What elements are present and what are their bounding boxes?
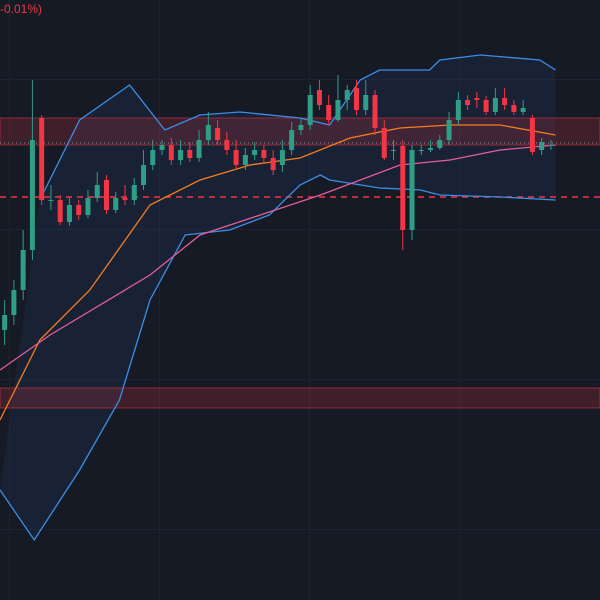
candle-body: [465, 100, 471, 105]
candle-body: [270, 158, 276, 170]
candle-body: [205, 125, 211, 140]
candle-body: [409, 150, 415, 230]
candle-body: [529, 118, 535, 152]
candle-body: [511, 105, 517, 112]
candle-body: [131, 185, 137, 200]
candle-body: [11, 290, 17, 315]
candle-body: [261, 150, 267, 158]
band-fill: [0, 55, 556, 540]
candle-body: [483, 100, 489, 112]
candle-body: [502, 98, 508, 105]
change-label: -0.01%): [0, 2, 42, 16]
candle-body: [428, 148, 434, 150]
candle-body: [215, 128, 221, 140]
candle-body: [372, 95, 378, 128]
candle-body: [76, 205, 82, 215]
candle-body: [66, 205, 72, 222]
candle-body: [548, 145, 554, 146]
candle-body: [474, 98, 480, 100]
candle-body: [57, 200, 63, 222]
candle-body: [85, 198, 91, 215]
candle-body: [418, 150, 424, 151]
candle-body: [159, 145, 165, 150]
candle-body: [539, 142, 545, 150]
candle-body: [279, 150, 285, 165]
candle-body: [400, 146, 406, 230]
candle-body: [391, 150, 397, 151]
candle-body: [307, 95, 313, 125]
candle-body: [446, 120, 452, 140]
candle-body: [289, 130, 295, 150]
candle-body: [242, 155, 248, 165]
candle-body: [48, 200, 54, 201]
candle-body: [103, 180, 109, 210]
candle-body: [353, 88, 359, 110]
candle-body: [455, 100, 461, 120]
candle-body: [381, 128, 387, 158]
candle-body: [224, 140, 230, 150]
candle-body: [122, 198, 128, 200]
zone: [0, 117, 600, 146]
candle-body: [150, 150, 156, 165]
candle-body: [492, 98, 498, 112]
candle-body: [29, 140, 35, 250]
candle-body: [94, 185, 100, 198]
candle-body: [113, 198, 119, 210]
candle-body: [39, 118, 45, 200]
candle-body: [196, 140, 202, 158]
candle-body: [168, 145, 174, 160]
candle-body: [20, 250, 26, 290]
indicator-line: [39, 54, 556, 201]
candle-body: [437, 140, 443, 148]
zone: [0, 387, 600, 409]
candle-body: [298, 125, 304, 130]
candle-body: [233, 150, 239, 165]
plot: [0, 54, 600, 542]
candle-body: [2, 315, 8, 330]
candle-body: [363, 95, 369, 110]
candle-body: [335, 100, 341, 120]
candle-body: [316, 90, 322, 105]
candle-body: [141, 165, 147, 185]
candle-body: [178, 150, 184, 160]
candle-body: [344, 90, 350, 100]
candle-body: [187, 150, 193, 158]
indicator-line: [0, 144, 556, 371]
indicator-line: [0, 174, 556, 542]
candle-body: [326, 105, 332, 120]
candle-body: [520, 108, 526, 112]
candle-body: [252, 150, 258, 155]
